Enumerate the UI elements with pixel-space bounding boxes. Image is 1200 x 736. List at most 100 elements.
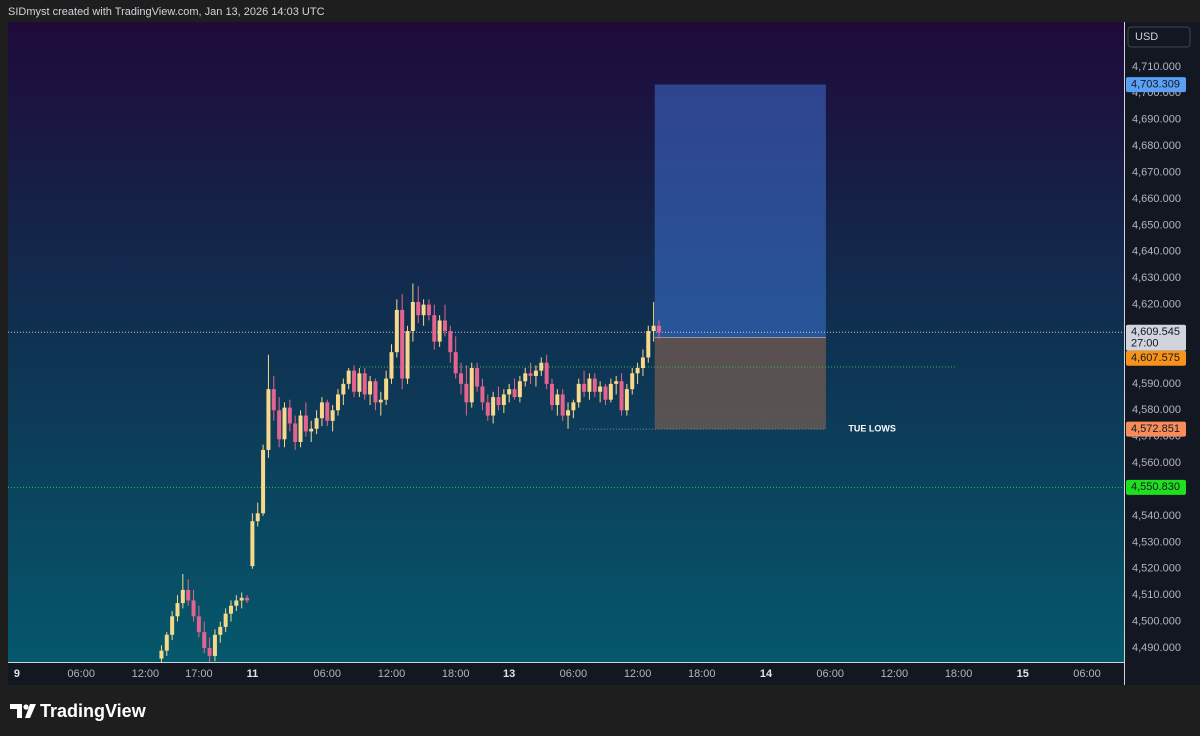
candle-body: [646, 331, 651, 358]
price-tag-label: 4,550.830: [1131, 481, 1180, 493]
candle-body: [261, 449, 266, 514]
x-tick-label: 06:00: [1073, 668, 1101, 680]
candle-body: [608, 383, 613, 400]
y-tick-label: 4,580.000: [1132, 404, 1181, 416]
x-tick-label: 14: [760, 668, 773, 680]
candle-body: [159, 650, 164, 659]
candle-body: [448, 331, 453, 353]
candle-body: [587, 378, 592, 392]
y-tick-label: 4,710.000: [1132, 61, 1181, 73]
y-tick-label: 4,540.000: [1132, 510, 1181, 522]
candle-body: [282, 407, 287, 440]
candle-body: [362, 373, 367, 395]
x-tick-label: 06:00: [816, 668, 844, 680]
candle-body: [539, 362, 544, 371]
candle-body: [196, 616, 201, 633]
candle-body: [614, 381, 619, 384]
candle-body: [277, 410, 282, 440]
candle-body: [202, 632, 207, 649]
target-zone: [654, 84, 826, 338]
candle-body: [234, 600, 239, 606]
candle-body: [442, 320, 447, 332]
x-tick-label: 06:00: [560, 668, 588, 680]
candle-body: [598, 386, 603, 392]
price-tag: [1126, 350, 1186, 366]
candle-body: [603, 386, 608, 400]
x-tick-label: 12:00: [132, 668, 160, 680]
x-tick-label: 13: [503, 668, 515, 680]
x-tick-label: 06:00: [67, 668, 95, 680]
price-tag-label: 4,572.851: [1131, 423, 1180, 435]
candle-body: [400, 309, 405, 379]
candle-body: [170, 616, 175, 635]
candle-body: [266, 389, 271, 450]
price-tag-label: 4,703.309: [1131, 78, 1180, 90]
candle-body: [303, 415, 308, 432]
x-tick-label: 18:00: [442, 668, 470, 680]
candle-body: [394, 309, 399, 353]
countdown: 27:00: [1131, 338, 1159, 350]
candle-body: [635, 368, 640, 374]
x-tick-label: 12:00: [378, 668, 406, 680]
candle-body: [630, 373, 635, 390]
candle-body: [410, 301, 415, 332]
price-tag-label: 4,607.575: [1131, 352, 1180, 364]
candle-body: [592, 378, 597, 392]
stop-zone: [654, 337, 826, 430]
candle-body: [496, 397, 501, 405]
candle-body: [416, 301, 421, 316]
y-tick-label: 4,590.000: [1132, 378, 1181, 390]
price-tag-label: 4,609.545: [1131, 326, 1180, 338]
y-tick-label: 4,560.000: [1132, 457, 1181, 469]
y-tick-label: 4,620.000: [1132, 299, 1181, 311]
candle-body: [480, 386, 485, 403]
x-tick-label: 12:00: [624, 668, 652, 680]
price-tag: [1126, 77, 1186, 93]
y-tick-label: 4,690.000: [1132, 114, 1181, 126]
candle-body: [453, 352, 458, 374]
header: SIDmyst created with TradingView.com, Ja…: [8, 6, 325, 18]
candle-body: [314, 418, 319, 429]
candle-body: [437, 320, 442, 342]
candle-body: [218, 626, 223, 635]
candle-body: [432, 315, 437, 342]
candle-body: [549, 383, 554, 405]
currency: USD: [1135, 31, 1158, 43]
y-tick-label: 4,500.000: [1132, 615, 1181, 627]
price-tag: [1126, 324, 1186, 351]
candle-body: [485, 402, 490, 416]
candle-body: [223, 613, 228, 627]
y-tick-label: 4,660.000: [1132, 193, 1181, 205]
candle-body: [346, 370, 351, 384]
candle-body: [566, 410, 571, 416]
candle-body: [255, 513, 260, 522]
candle-body: [191, 600, 196, 617]
candle-body: [656, 325, 661, 333]
y-tick-label: 4,630.000: [1132, 272, 1181, 284]
y-tick-label: 4,680.000: [1132, 140, 1181, 152]
x-tick-label: 12:00: [881, 668, 909, 680]
candle-body: [523, 373, 528, 382]
candle-body: [245, 597, 250, 601]
candle-body: [507, 389, 512, 395]
x-tick-label: 06:00: [314, 668, 342, 680]
candle-body: [293, 423, 298, 442]
candle-body: [464, 383, 469, 403]
candle-body: [576, 383, 581, 403]
candle-body: [175, 603, 180, 617]
candle-body: [368, 381, 373, 395]
candle-body: [405, 331, 410, 379]
y-tick-label: 4,640.000: [1132, 246, 1181, 258]
candle-body: [164, 634, 169, 651]
candle-body: [512, 389, 517, 398]
candle-body: [212, 634, 217, 656]
x-tick-label: 18:00: [688, 668, 716, 680]
candle-body: [373, 381, 378, 403]
candle-body: [330, 410, 335, 421]
currency-box[interactable]: [1127, 26, 1191, 48]
candle-body: [501, 394, 506, 405]
candle-body: [517, 381, 522, 398]
y-tick-label: 4,490.000: [1132, 642, 1181, 654]
candle-body: [180, 589, 185, 604]
